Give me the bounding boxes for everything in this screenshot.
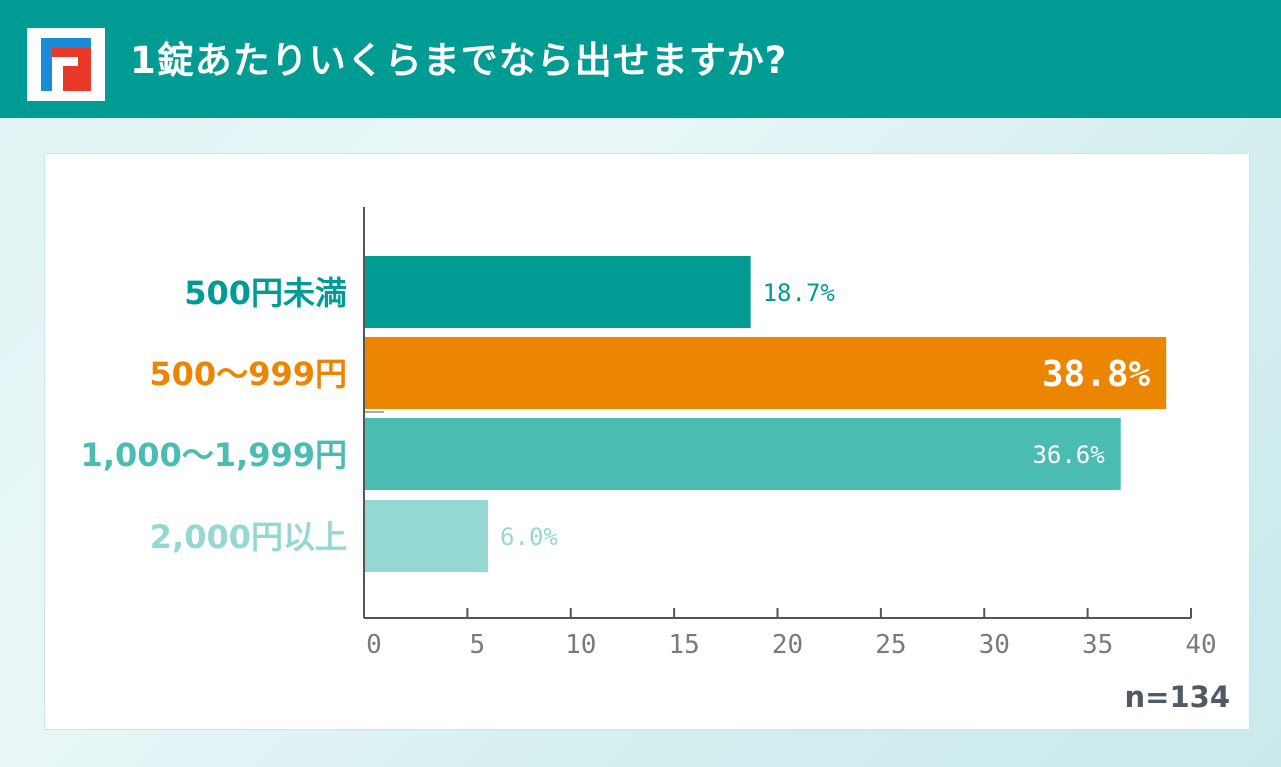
value-label: 6.0% [500, 523, 558, 551]
category-label: 2,000円以上 [150, 518, 347, 556]
value-label: 36.6% [1032, 441, 1105, 469]
brand-logo-icon [27, 28, 105, 101]
category-label: 500〜999円 [149, 355, 347, 393]
value-label: 38.8% [1042, 354, 1151, 395]
x-tick-label: 30 [979, 630, 1010, 660]
x-tick-label: 20 [772, 630, 803, 660]
bar [365, 337, 1167, 409]
bar [365, 256, 751, 328]
page-title: 1錠あたりいくらまでなら出せますか? [130, 39, 788, 82]
x-tick-label: 10 [565, 630, 596, 660]
bar [365, 418, 1121, 490]
x-tick-label: 25 [875, 630, 906, 660]
bar [365, 500, 489, 572]
x-tick-label: 35 [1082, 630, 1113, 660]
x-tick-label: 40 [1185, 630, 1216, 660]
x-tick-label: 15 [668, 630, 699, 660]
x-tick-label: 0 [366, 630, 382, 660]
category-label: 500円未満 [184, 274, 347, 312]
sample-size-label: n=134 [1124, 680, 1230, 714]
category-label: 1,000〜1,999円 [81, 436, 347, 474]
value-label: 18.7% [763, 279, 836, 307]
x-tick-label: 5 [470, 630, 486, 660]
header-bar: 1錠あたりいくらまでなら出せますか? [0, 0, 1281, 118]
